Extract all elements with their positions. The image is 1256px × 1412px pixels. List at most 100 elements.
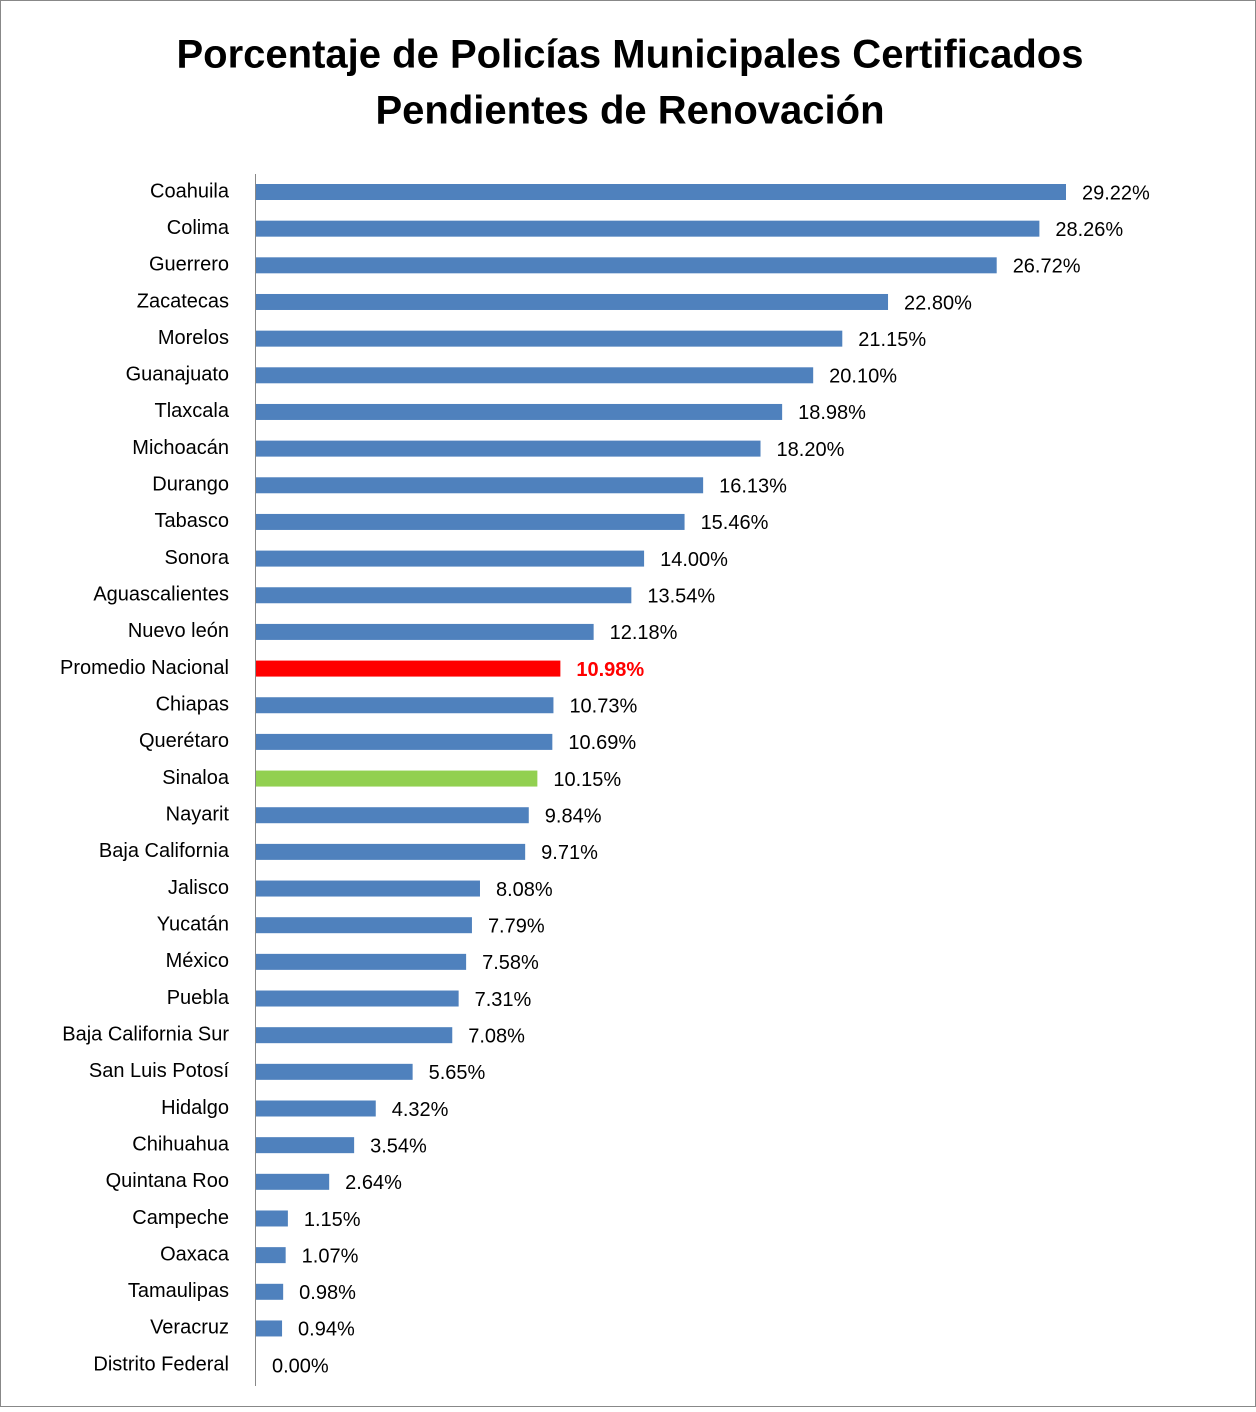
bar — [256, 953, 467, 970]
value-label: 1.07% — [302, 1245, 359, 1267]
bar — [256, 330, 843, 347]
category-label: Veracruz — [150, 1317, 229, 1339]
bar — [256, 184, 1066, 200]
bar — [256, 1283, 284, 1300]
chart-title: Porcentaje de Policías Municipales Certi… — [177, 33, 1084, 77]
bar — [256, 1137, 355, 1154]
category-label: Morelos — [158, 327, 229, 349]
bar — [256, 587, 632, 604]
value-label: 0.00% — [272, 1355, 329, 1377]
value-label: 1.15% — [304, 1209, 361, 1231]
category-label: Quintana Roo — [106, 1170, 229, 1192]
value-label: 7.08% — [468, 1025, 525, 1047]
bar — [256, 1320, 283, 1337]
value-label: 10.15% — [553, 769, 621, 791]
category-label: Tamaulipas — [128, 1280, 229, 1302]
category-label: Hidalgo — [161, 1097, 229, 1119]
bar — [256, 770, 538, 787]
value-label: 7.79% — [488, 915, 545, 937]
bar — [256, 1210, 288, 1227]
value-label: 10.98% — [576, 659, 644, 681]
category-label: Campeche — [132, 1207, 229, 1229]
value-label: 4.32% — [392, 1099, 449, 1121]
bar — [256, 513, 685, 530]
chart-title: Pendientes de Renovación — [375, 89, 884, 133]
bar — [256, 257, 997, 274]
category-label: Michoacán — [132, 437, 229, 459]
bar — [256, 660, 561, 677]
value-label: 10.69% — [568, 732, 636, 754]
category-label: Aguascalientes — [93, 584, 229, 606]
bar — [256, 843, 526, 860]
category-label: Guanajuato — [126, 364, 229, 386]
value-label: 26.72% — [1013, 256, 1081, 278]
value-label: 12.18% — [610, 622, 678, 644]
bar — [256, 440, 761, 457]
category-label: Guerrero — [149, 254, 229, 276]
bar — [256, 697, 554, 714]
bar — [256, 807, 529, 824]
category-label: Yucatán — [157, 913, 229, 935]
category-label: Chihuahua — [132, 1133, 230, 1155]
value-label: 8.08% — [496, 879, 553, 901]
value-label: 22.80% — [904, 292, 972, 314]
bar — [256, 1173, 330, 1190]
bar — [256, 733, 553, 750]
value-label: 7.31% — [475, 989, 532, 1011]
bar — [256, 990, 459, 1007]
category-label: Querétaro — [139, 730, 229, 752]
category-label: Tabasco — [155, 510, 230, 532]
bar — [256, 550, 645, 567]
bar — [256, 917, 472, 934]
value-label: 9.84% — [545, 806, 602, 828]
value-label: 10.73% — [569, 696, 637, 718]
category-label: Zacatecas — [137, 290, 229, 312]
value-label: 0.94% — [298, 1319, 355, 1341]
value-label: 28.26% — [1055, 219, 1123, 241]
value-label: 0.98% — [299, 1282, 356, 1304]
category-label: Chiapas — [156, 694, 229, 716]
bar — [256, 1027, 453, 1044]
value-label: 13.54% — [647, 586, 715, 608]
category-label: Baja California Sur — [62, 1023, 229, 1045]
category-label: Nuevo león — [128, 620, 229, 642]
category-label: Distrito Federal — [93, 1353, 229, 1375]
value-label: 21.15% — [858, 329, 926, 351]
category-label: Colima — [167, 217, 230, 239]
value-label: 5.65% — [429, 1062, 486, 1084]
category-label: Coahuila — [150, 180, 230, 202]
category-label: Jalisco — [168, 877, 229, 899]
value-label: 18.20% — [777, 439, 845, 461]
bar — [256, 1063, 413, 1080]
bar — [256, 220, 1040, 237]
category-label: México — [166, 950, 229, 972]
bar — [256, 367, 814, 384]
value-label: 18.98% — [798, 402, 866, 424]
category-label: Puebla — [167, 987, 230, 1009]
category-label: Tlaxcala — [155, 400, 230, 422]
value-label: 16.13% — [719, 476, 787, 498]
value-label: 2.64% — [345, 1172, 402, 1194]
value-label: 15.46% — [701, 512, 769, 534]
value-label: 29.22% — [1082, 182, 1150, 204]
value-label: 9.71% — [541, 842, 598, 864]
bar — [256, 623, 594, 640]
value-label: 20.10% — [829, 366, 897, 388]
bar — [256, 477, 704, 494]
category-label: Sonora — [165, 547, 230, 569]
category-label: San Luis Potosí — [89, 1060, 230, 1082]
category-label: Baja California — [99, 840, 230, 862]
value-label: 3.54% — [370, 1135, 427, 1157]
value-label: 7.58% — [482, 952, 539, 974]
bar — [256, 293, 889, 310]
bar — [256, 880, 480, 897]
category-label: Nayarit — [166, 804, 230, 826]
bar — [256, 1247, 286, 1264]
category-label: Sinaloa — [162, 767, 230, 789]
value-label: 14.00% — [660, 549, 728, 571]
category-label: Oaxaca — [160, 1243, 230, 1265]
category-label: Durango — [152, 474, 229, 496]
category-label: Promedio Nacional — [60, 657, 229, 679]
